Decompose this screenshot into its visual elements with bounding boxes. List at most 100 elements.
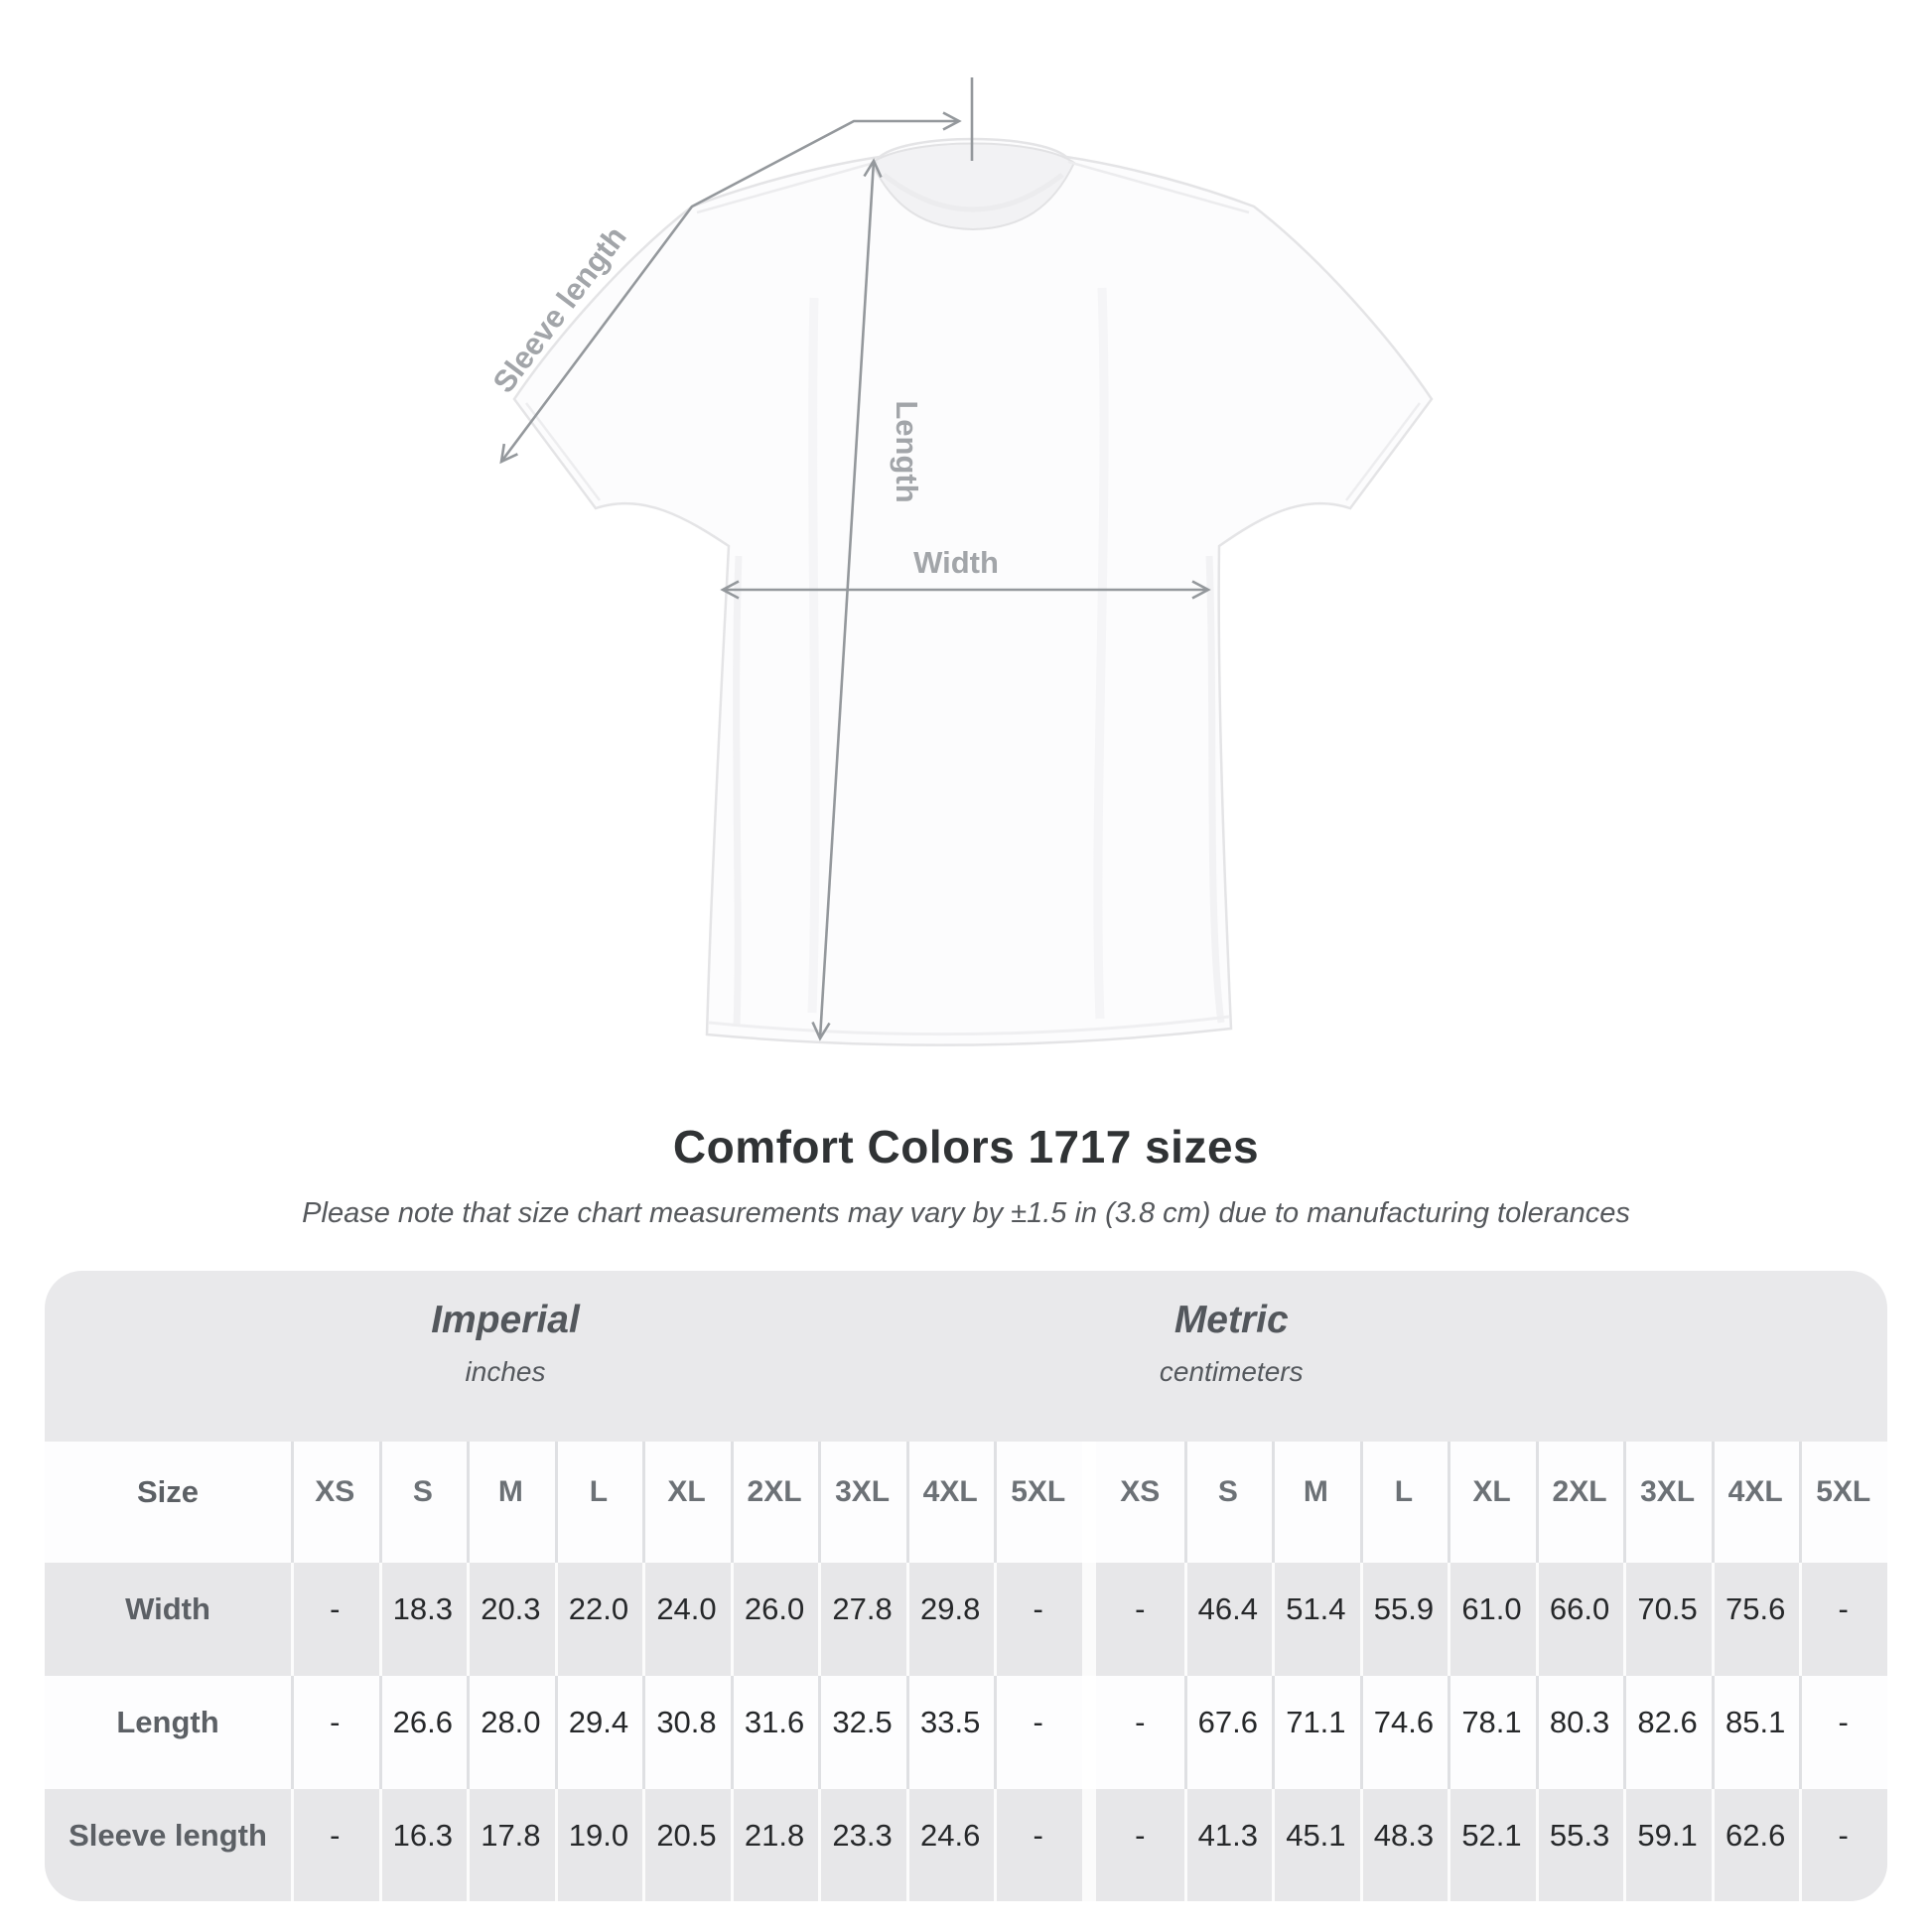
section-divider — [1082, 1789, 1096, 1901]
table-cell: - — [1135, 1591, 1146, 1626]
size-header-row: Size XS S M L XL 2XL 3XL 4XL 5XL XS S M … — [45, 1442, 1887, 1563]
table-cell: 21.8 — [731, 1789, 819, 1901]
table-cell: 45.1 — [1272, 1789, 1360, 1901]
size-header-metric: L — [1360, 1442, 1449, 1563]
table-cell: 78.1 — [1448, 1676, 1536, 1789]
size-header-imperial: XS — [291, 1442, 379, 1563]
table-cell: - — [291, 1789, 379, 1901]
table-cell: 51.4 — [1272, 1563, 1360, 1676]
section-divider — [1082, 1676, 1096, 1789]
table-cell: 32.5 — [818, 1676, 906, 1789]
table-cell: 55.3 — [1536, 1789, 1624, 1901]
hem-seam — [708, 1015, 1230, 1036]
row-label: Sleeve length — [69, 1817, 267, 1853]
section-divider — [1082, 1442, 1096, 1563]
table-cell: 41.3 — [1184, 1789, 1273, 1901]
table-row-width: Width - 18.3 20.3 22.0 24.0 26.0 27.8 29… — [45, 1563, 1887, 1676]
tolerance-note: Please note that size chart measurements… — [302, 1197, 1630, 1229]
table-cell: - — [994, 1563, 1082, 1676]
size-header-metric: XS — [1120, 1475, 1161, 1508]
row-label: Length — [116, 1705, 219, 1739]
length-arrow — [811, 158, 883, 1041]
fold-shading — [1093, 287, 1109, 1020]
table-cell: 70.5 — [1623, 1563, 1712, 1676]
measurement-arrows — [499, 77, 1211, 1041]
table-cell: 85.1 — [1712, 1676, 1800, 1789]
size-header-imperial: XL — [642, 1442, 731, 1563]
cuff-seam — [1345, 402, 1421, 501]
size-header-metric: 2XL — [1536, 1442, 1624, 1563]
table-cell: 29.8 — [906, 1563, 995, 1676]
size-header-imperial: 2XL — [731, 1442, 819, 1563]
tshirt-measurement-diagram: Sleeve length Length Width — [485, 77, 1434, 1046]
table-cell: 30.8 — [642, 1676, 731, 1789]
imperial-unit: inches — [465, 1356, 546, 1387]
table-cell: - — [291, 1563, 379, 1676]
table-cell: 55.9 — [1360, 1563, 1449, 1676]
table-cell: 18.3 — [379, 1563, 468, 1676]
table-cell: 66.0 — [1536, 1563, 1624, 1676]
fold-shading — [807, 297, 820, 1014]
shoulder-seam — [696, 160, 879, 214]
table-cell: 82.6 — [1623, 1676, 1712, 1789]
cuff-seam — [525, 402, 601, 501]
sleeve-length-arrow — [499, 77, 974, 465]
tshirt-body — [512, 137, 1434, 1046]
table-cell: 23.3 — [818, 1789, 906, 1901]
table-cell: 75.6 — [1712, 1563, 1800, 1676]
table-cell: - — [291, 1676, 379, 1789]
length-label: Length — [890, 400, 924, 502]
table-cell: 71.1 — [1272, 1676, 1360, 1789]
size-header-imperial: 4XL — [906, 1442, 995, 1563]
table-cell: 29.4 — [555, 1676, 643, 1789]
table-section-header: Imperial inches Metric centimeters — [45, 1271, 1887, 1442]
size-header-metric: 4XL — [1712, 1442, 1800, 1563]
table-cell: 52.1 — [1448, 1789, 1536, 1901]
table-cell: 48.3 — [1360, 1789, 1449, 1901]
table-cell: - — [1135, 1817, 1146, 1853]
metric-header: Metric centimeters — [1160, 1297, 1304, 1392]
page-title: Comfort Colors 1717 sizes — [672, 1121, 1260, 1173]
tshirt-diagram-svg: Sleeve length Length Width — [485, 77, 1434, 1046]
table-row-sleeve-length: Sleeve length - 16.3 17.8 19.0 20.5 21.8… — [45, 1789, 1887, 1901]
table-cell: 16.3 — [379, 1789, 468, 1901]
size-header-metric: S — [1184, 1442, 1273, 1563]
table-cell: 31.6 — [731, 1676, 819, 1789]
table-cell: 17.8 — [467, 1789, 555, 1901]
table-cell: 20.3 — [467, 1563, 555, 1676]
table-cell: 22.0 — [555, 1563, 643, 1676]
size-header-metric: XL — [1448, 1442, 1536, 1563]
collar-shadow — [882, 173, 1064, 212]
size-header-metric: 3XL — [1623, 1442, 1712, 1563]
table-cell: 61.0 — [1448, 1563, 1536, 1676]
table-cell: 27.8 — [818, 1563, 906, 1676]
size-chart-table: Imperial inches Metric centimeters Size … — [45, 1271, 1887, 1901]
imperial-label: Imperial — [431, 1299, 580, 1341]
fold-shading — [733, 555, 743, 1028]
table-cell: 28.0 — [467, 1676, 555, 1789]
table-cell: - — [994, 1676, 1082, 1789]
table-cell: 80.3 — [1536, 1676, 1624, 1789]
fold-shading — [1205, 555, 1225, 1024]
metric-unit: centimeters — [1159, 1356, 1304, 1387]
table-cell: 24.6 — [906, 1789, 995, 1901]
table-cell: 33.5 — [906, 1676, 995, 1789]
size-header-imperial: L — [555, 1442, 643, 1563]
table-cell: 62.6 — [1712, 1789, 1800, 1901]
table-cell: - — [994, 1789, 1082, 1901]
table-cell: - — [1799, 1563, 1887, 1676]
row-label: Width — [125, 1591, 210, 1626]
table-cell: 19.0 — [555, 1789, 643, 1901]
size-header-imperial: M — [467, 1442, 555, 1563]
table-cell: 26.6 — [379, 1676, 468, 1789]
table-cell: 20.5 — [642, 1789, 731, 1901]
tshirt-collar — [870, 142, 1076, 231]
size-header-metric: M — [1272, 1442, 1360, 1563]
section-divider — [1082, 1563, 1096, 1676]
size-header-imperial: S — [379, 1442, 468, 1563]
table-cell: - — [1799, 1676, 1887, 1789]
table-cell: - — [1135, 1705, 1146, 1739]
shoulder-seam — [1067, 160, 1250, 214]
size-header-imperial: 5XL — [994, 1442, 1082, 1563]
table-cell: 24.0 — [642, 1563, 731, 1676]
